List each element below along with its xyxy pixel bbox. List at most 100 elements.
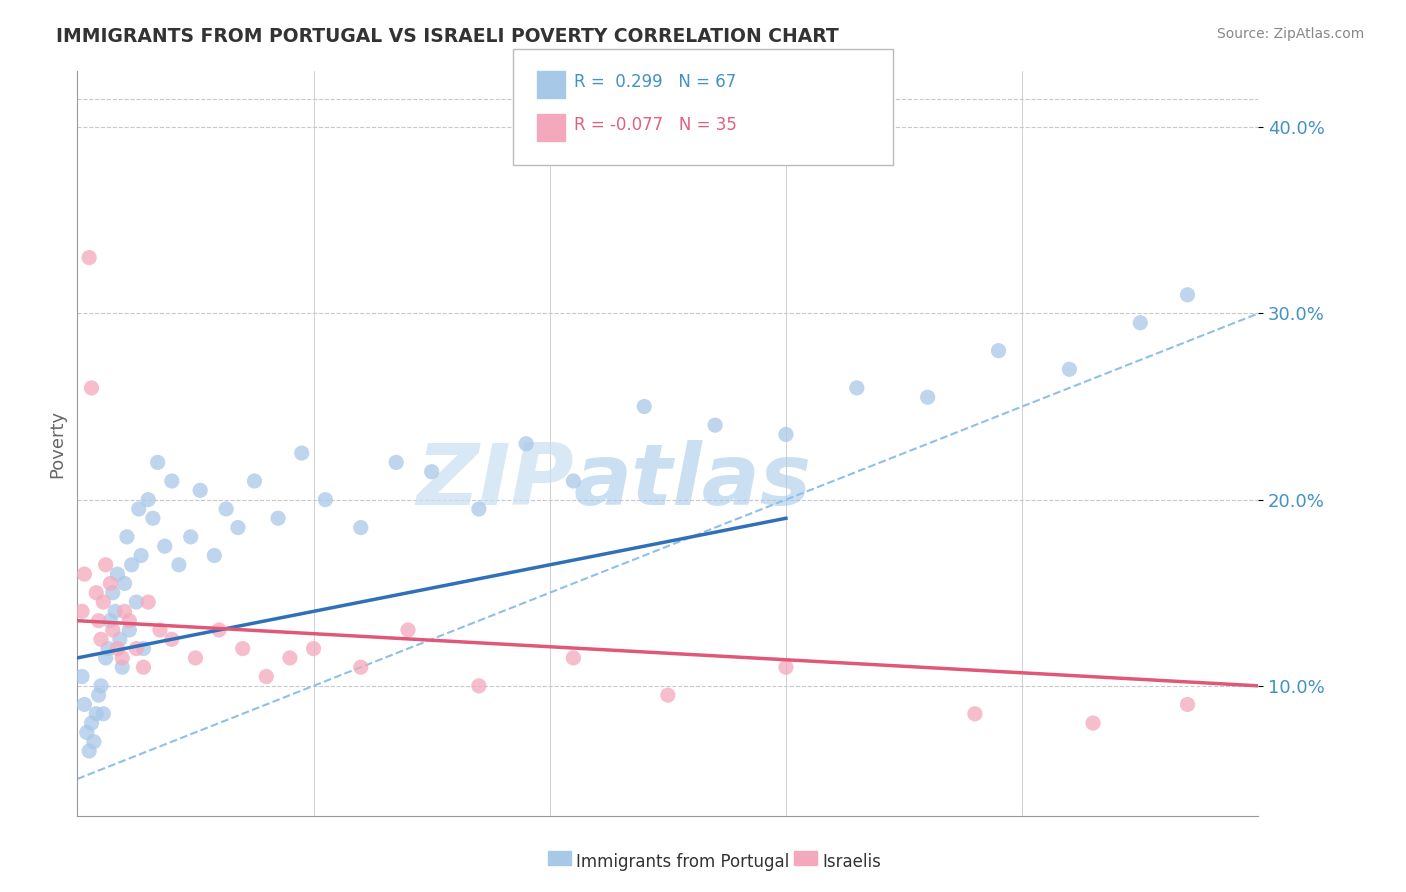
Point xyxy=(73,698,96,712)
Point xyxy=(350,520,373,534)
Point xyxy=(775,427,797,442)
Point xyxy=(70,604,93,618)
Point xyxy=(208,623,231,637)
Point xyxy=(1177,698,1199,712)
Point xyxy=(350,660,373,674)
Point xyxy=(267,511,290,525)
Point xyxy=(94,651,117,665)
Point xyxy=(87,614,110,628)
Point xyxy=(87,688,110,702)
Point xyxy=(1177,287,1199,301)
Point xyxy=(111,660,134,674)
Point xyxy=(254,669,277,683)
Point xyxy=(129,549,152,563)
Point xyxy=(90,679,112,693)
Point xyxy=(114,576,136,591)
Point xyxy=(963,706,986,721)
Point xyxy=(83,735,105,749)
Point xyxy=(128,502,150,516)
Point xyxy=(468,502,491,516)
Point xyxy=(114,604,136,618)
Point xyxy=(775,660,797,674)
Point xyxy=(1059,362,1081,376)
Text: Israelis: Israelis xyxy=(823,853,882,871)
Point xyxy=(987,343,1010,358)
Point xyxy=(202,549,225,563)
Text: atlas: atlas xyxy=(574,440,811,523)
Point xyxy=(121,558,143,572)
Point xyxy=(77,744,100,758)
Point xyxy=(420,465,443,479)
Point xyxy=(84,706,107,721)
Point xyxy=(278,651,301,665)
Point xyxy=(160,632,183,647)
Point xyxy=(633,400,655,414)
Point xyxy=(1081,716,1104,731)
Point xyxy=(104,604,127,618)
Point xyxy=(291,446,314,460)
Text: R = -0.077   N = 35: R = -0.077 N = 35 xyxy=(574,116,737,134)
Point xyxy=(107,641,129,656)
Point xyxy=(132,660,155,674)
Point xyxy=(232,641,254,656)
Point xyxy=(562,651,585,665)
Point xyxy=(385,455,408,469)
Point xyxy=(136,595,159,609)
Point xyxy=(108,632,131,647)
Point xyxy=(101,585,124,599)
Point xyxy=(80,381,103,395)
Point xyxy=(118,614,141,628)
Text: IMMIGRANTS FROM PORTUGAL VS ISRAELI POVERTY CORRELATION CHART: IMMIGRANTS FROM PORTUGAL VS ISRAELI POVE… xyxy=(56,27,839,45)
Point xyxy=(226,520,249,534)
Point xyxy=(125,641,148,656)
Point xyxy=(136,492,159,507)
Point xyxy=(917,390,939,404)
Point xyxy=(845,381,868,395)
Point xyxy=(146,455,169,469)
Point xyxy=(314,492,336,507)
Point xyxy=(302,641,325,656)
Text: Source: ZipAtlas.com: Source: ZipAtlas.com xyxy=(1216,27,1364,41)
Point xyxy=(167,558,190,572)
Point xyxy=(142,511,165,525)
Point xyxy=(704,418,727,433)
Point xyxy=(100,614,122,628)
Point xyxy=(100,576,122,591)
Point xyxy=(90,632,112,647)
Point xyxy=(115,530,138,544)
Point xyxy=(73,567,96,582)
Point xyxy=(97,641,120,656)
Point xyxy=(184,651,207,665)
Point xyxy=(180,530,202,544)
Point xyxy=(160,474,183,488)
Point xyxy=(77,251,100,265)
Point xyxy=(84,585,107,599)
Point xyxy=(101,623,124,637)
Point xyxy=(243,474,266,488)
Point xyxy=(468,679,491,693)
Point xyxy=(125,595,148,609)
Point xyxy=(91,595,114,609)
Text: ZIP: ZIP xyxy=(416,440,574,523)
Point xyxy=(562,474,585,488)
Point xyxy=(70,669,93,683)
Y-axis label: Poverty: Poverty xyxy=(48,409,66,478)
Text: Immigrants from Portugal: Immigrants from Portugal xyxy=(576,853,790,871)
Point xyxy=(149,623,172,637)
Point xyxy=(118,623,141,637)
Point xyxy=(91,706,114,721)
Point xyxy=(76,725,98,739)
Point xyxy=(153,539,176,553)
Point xyxy=(215,502,238,516)
Point xyxy=(94,558,117,572)
Point xyxy=(1129,316,1152,330)
Point xyxy=(515,436,537,450)
Point xyxy=(657,688,679,702)
Point xyxy=(396,623,419,637)
Text: R =  0.299   N = 67: R = 0.299 N = 67 xyxy=(574,73,735,91)
Point xyxy=(111,651,134,665)
Point xyxy=(132,641,155,656)
Point xyxy=(188,483,211,498)
Point xyxy=(107,567,129,582)
Point xyxy=(80,716,103,731)
